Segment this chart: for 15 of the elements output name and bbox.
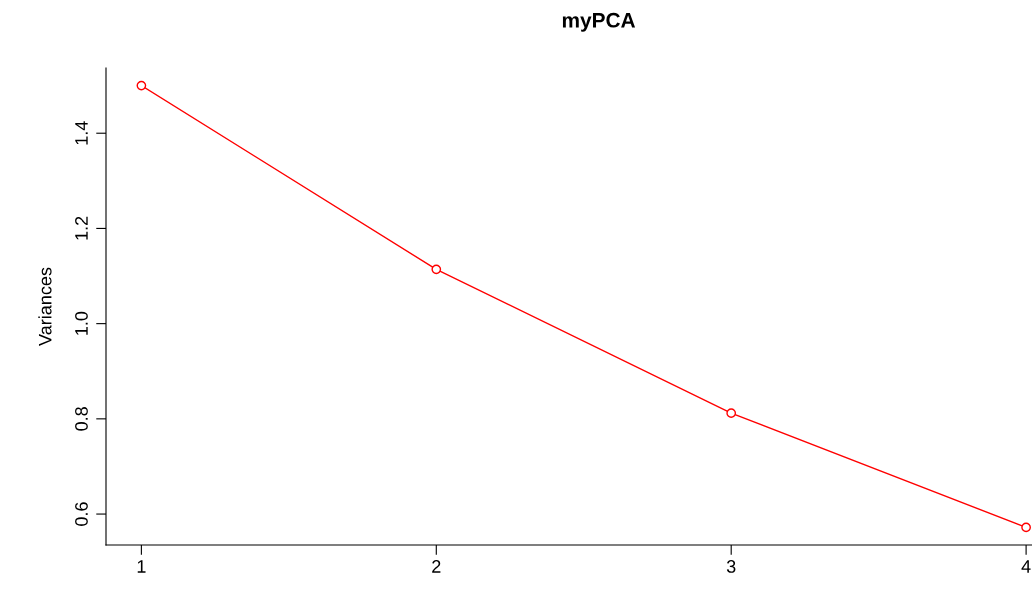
point	[1021, 522, 1031, 533]
point	[136, 80, 147, 91]
chart-title: myPCA	[562, 12, 636, 32]
y-tick-label: 1.2	[75, 216, 88, 240]
y-tick-label: 1.4	[75, 121, 88, 145]
point	[726, 408, 737, 418]
x-tick-label: 3	[726, 560, 736, 573]
y-tick-label: 0.6	[75, 502, 88, 526]
y-axis-title: Variances	[38, 267, 52, 346]
y-tick-label: 0.8	[75, 407, 88, 431]
point	[431, 264, 442, 275]
x-tick-label: 1	[137, 560, 146, 573]
x-tick-label: 2	[432, 560, 441, 573]
x-tick-label: 4	[1021, 560, 1031, 573]
y-tick-label: 1.0	[75, 311, 88, 335]
